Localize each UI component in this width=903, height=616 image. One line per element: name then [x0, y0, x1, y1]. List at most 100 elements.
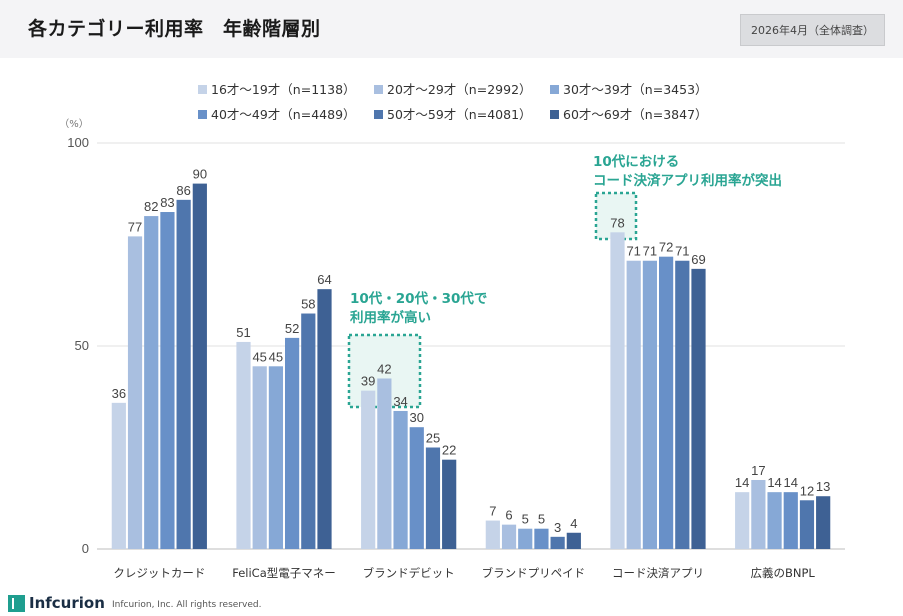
bar — [485, 520, 500, 549]
y-tick-label: 0 — [82, 541, 89, 556]
data-label: 86 — [176, 183, 190, 198]
y-tick-label: 50 — [75, 338, 89, 353]
bar — [192, 183, 207, 549]
data-label: 3 — [554, 520, 561, 535]
data-label: 14 — [735, 475, 749, 490]
data-label: 45 — [269, 349, 283, 364]
legend-label: 20才〜29才（n=2992） — [387, 82, 532, 97]
bar — [393, 410, 408, 549]
data-label: 17 — [751, 463, 765, 478]
legend-label: 30才〜39才（n=3453） — [563, 82, 708, 97]
x-category-label: クレジットカード — [113, 566, 205, 580]
data-label: 71 — [643, 244, 657, 259]
data-label: 12 — [800, 483, 814, 498]
bar — [518, 528, 533, 549]
bar — [566, 532, 581, 549]
bar — [751, 479, 766, 549]
bar — [236, 341, 251, 549]
data-label: 14 — [767, 475, 781, 490]
bar — [301, 313, 316, 549]
annotation-teen-code-payment: 10代における コード決済アプリ利用率が突出 — [593, 154, 782, 189]
data-label: 51 — [236, 325, 250, 340]
bar — [735, 492, 750, 549]
bar — [642, 260, 657, 549]
legend-swatch — [550, 85, 559, 94]
x-category-label: FeliCa型電子マネー — [232, 566, 336, 580]
bar — [144, 216, 159, 549]
data-label: 22 — [442, 443, 456, 458]
data-label: 83 — [160, 195, 174, 210]
legend-swatch — [550, 110, 559, 119]
bar — [409, 427, 424, 549]
bar — [659, 256, 674, 549]
date-badge: 2026年4月（全体調査） — [740, 14, 885, 46]
data-label: 90 — [193, 167, 207, 182]
page-title: 各カテゴリー利用率 年齢階層別 — [28, 18, 321, 40]
bar — [799, 500, 815, 549]
legend-label: 50才〜59才（n=4081） — [387, 107, 532, 122]
y-tick-label: 100 — [67, 135, 89, 150]
data-label: 34 — [393, 394, 407, 409]
data-label: 45 — [252, 349, 266, 364]
data-label: 7 — [489, 504, 496, 519]
data-label: 39 — [361, 374, 375, 389]
data-label: 6 — [505, 508, 512, 523]
bar — [252, 366, 267, 549]
legend-label: 16才〜19才（n=1138） — [211, 82, 356, 97]
data-label: 42 — [377, 361, 391, 376]
bar — [176, 199, 191, 549]
data-label: 25 — [426, 431, 440, 446]
legend-swatch — [198, 110, 207, 119]
annotation-young-debit: 10代・20代・30代で 利用率が高い — [350, 291, 488, 326]
bar — [268, 366, 283, 549]
company-logo: Infcurion — [8, 594, 105, 612]
data-label: 78 — [610, 215, 624, 230]
bar — [783, 492, 798, 549]
data-label: 13 — [816, 479, 830, 494]
data-label: 30 — [410, 410, 424, 425]
highlight-box-code-payment — [594, 191, 638, 241]
bar — [160, 212, 175, 549]
header-bar: 各カテゴリー利用率 年齢階層別 2026年4月（全体調査） — [0, 0, 903, 58]
data-label: 72 — [659, 240, 673, 255]
bar — [111, 402, 126, 549]
logo-mark-icon — [8, 594, 25, 612]
logo-text: Infcurion — [29, 594, 105, 612]
bar — [816, 496, 831, 549]
x-category-label: ブランドプリペイド — [482, 566, 586, 580]
data-label: 52 — [285, 321, 299, 336]
bar — [377, 378, 392, 549]
bar — [626, 260, 641, 549]
x-category-label: ブランドデビット — [363, 566, 455, 580]
bar — [550, 536, 565, 549]
data-label: 4 — [570, 516, 577, 531]
data-label: 71 — [675, 244, 689, 259]
bar — [534, 528, 549, 549]
data-label: 69 — [691, 252, 705, 267]
y-axis-unit: （%） — [59, 118, 89, 130]
bar — [285, 337, 300, 549]
data-label: 5 — [522, 512, 529, 527]
legend-swatch — [198, 85, 207, 94]
legend-swatch — [374, 110, 383, 119]
bar — [501, 524, 517, 549]
legend-label: 40才〜49才（n=4489） — [211, 107, 356, 122]
bar — [317, 289, 332, 549]
data-label: 14 — [784, 475, 798, 490]
data-label: 64 — [317, 272, 331, 287]
bar — [610, 232, 625, 549]
x-category-label: 広義のBNPL — [750, 566, 815, 580]
bar — [442, 459, 457, 549]
bar — [691, 268, 706, 549]
data-label: 58 — [301, 297, 315, 312]
copyright-text: Infcurion, Inc. All rights reserved. — [112, 600, 262, 610]
bar — [767, 492, 782, 549]
bar — [675, 260, 690, 549]
data-label: 5 — [538, 512, 545, 527]
legend-swatch — [374, 85, 383, 94]
bar — [425, 447, 441, 549]
legend-label: 60才〜69才（n=3847） — [563, 107, 708, 122]
bar — [361, 390, 376, 549]
data-label: 77 — [128, 219, 142, 234]
